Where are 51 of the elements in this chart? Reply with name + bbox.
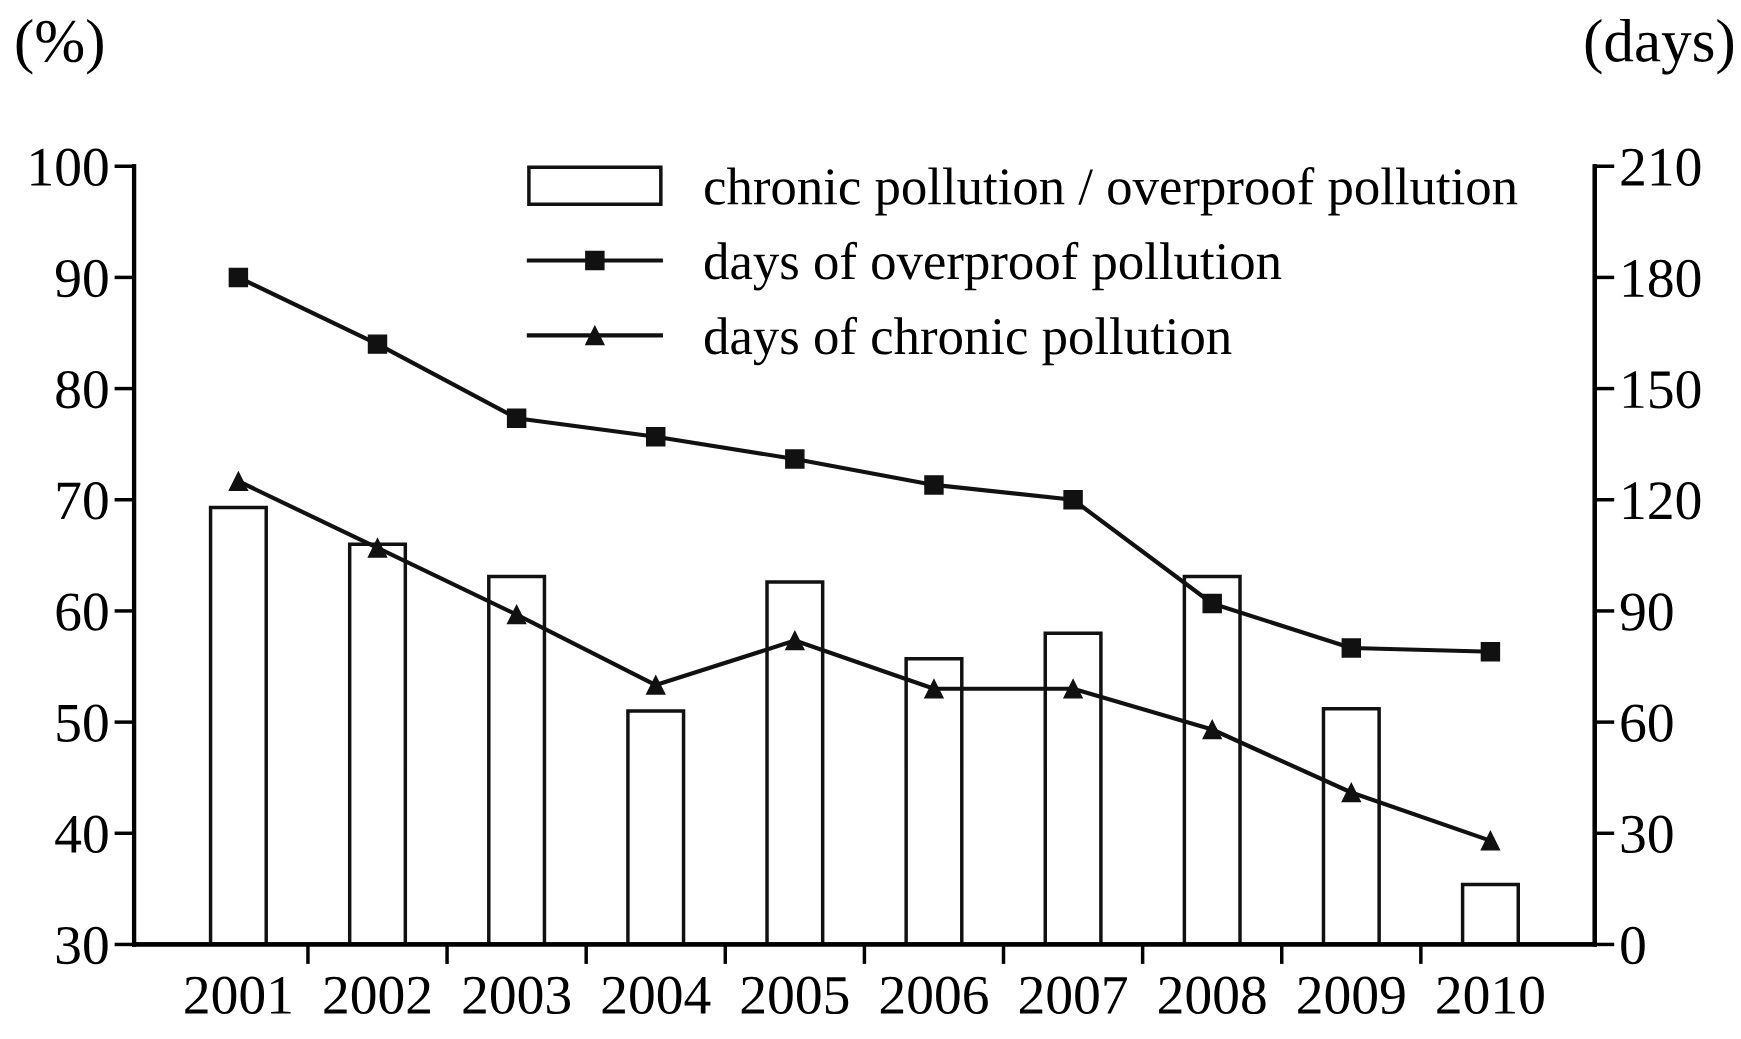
point xyxy=(1202,719,1222,740)
x-tick-label: 2010 xyxy=(1437,976,1544,1015)
y2-tick-label: 180 xyxy=(1623,259,1701,298)
y2-tick-label: 30 xyxy=(1621,815,1673,854)
y2-tick-label: 0 xyxy=(1621,926,1645,965)
point xyxy=(1480,830,1501,851)
y2-tick-label: 60 xyxy=(1621,704,1673,742)
y-axis-title: (%) xyxy=(16,19,103,75)
y2-tick-label: 90 xyxy=(1620,593,1673,631)
y2-tick-label: 150 xyxy=(1623,370,1701,409)
point xyxy=(1202,593,1222,614)
legend-label: days of chronic pollution xyxy=(704,316,1232,366)
point xyxy=(506,408,527,428)
x-tick-label: 2001 xyxy=(185,976,291,1015)
x-tick-label: 2002 xyxy=(324,976,430,1015)
x-tick-label: 2007 xyxy=(1019,976,1128,1015)
point xyxy=(228,471,249,491)
x-tick-label: 2006 xyxy=(880,976,988,1015)
point xyxy=(646,427,666,447)
y-tick-label: 60 xyxy=(56,593,108,631)
y-tick-label: 30 xyxy=(56,926,108,965)
legend-label: days of overproof pollution xyxy=(704,241,1282,291)
y2-tick-label: 210 xyxy=(1621,148,1701,187)
legend-label: chronic pollution / overproof pollution xyxy=(705,167,1518,216)
point xyxy=(785,449,805,469)
point xyxy=(367,538,388,558)
point xyxy=(646,675,666,695)
point xyxy=(924,679,944,699)
y-tick-label: 50 xyxy=(57,704,108,742)
point xyxy=(1063,490,1083,510)
point xyxy=(1063,679,1083,699)
y2-axis-title: (days) xyxy=(1585,18,1734,75)
y2-tick-label: 120 xyxy=(1623,482,1701,520)
x-tick-label: 2008 xyxy=(1159,976,1266,1015)
point xyxy=(785,630,805,651)
x-tick-label: 2004 xyxy=(602,976,711,1015)
x-tick-label: 2009 xyxy=(1298,976,1405,1015)
point xyxy=(1341,782,1362,803)
point xyxy=(1480,641,1501,662)
y-tick-label: 100 xyxy=(31,148,108,187)
point xyxy=(228,267,249,288)
x-tick-label: 2003 xyxy=(463,976,571,1015)
y-tick-label: 90 xyxy=(55,259,108,298)
y-tick-label: 40 xyxy=(55,815,108,854)
x-tick-label: 2005 xyxy=(741,976,849,1015)
point xyxy=(367,334,388,354)
point xyxy=(1341,638,1362,658)
y-tick-label: 80 xyxy=(56,370,108,409)
y-tick-label: 70 xyxy=(57,482,108,520)
point xyxy=(506,604,527,625)
point xyxy=(924,475,944,495)
